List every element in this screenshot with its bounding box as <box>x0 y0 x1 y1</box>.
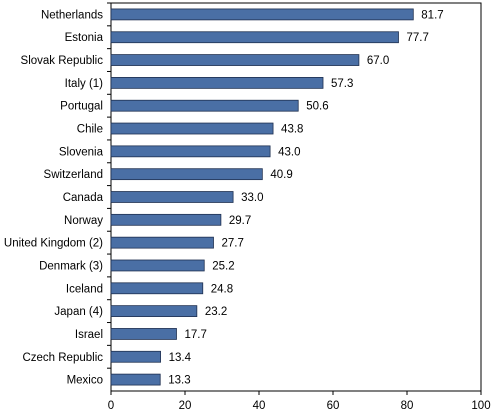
bar-value-label: 27.7 <box>221 238 243 250</box>
bar <box>110 8 414 21</box>
bar <box>110 213 222 226</box>
bar <box>110 145 271 158</box>
bar-value-label: 23.2 <box>205 306 227 318</box>
x-axis-tick-label: 0 <box>108 400 114 412</box>
category-label: Norway <box>64 215 103 227</box>
bar <box>110 259 205 272</box>
category-label: Canada <box>63 192 104 204</box>
bar <box>110 168 263 181</box>
category-label: Estonia <box>65 32 104 44</box>
bar <box>110 191 234 203</box>
bar <box>110 54 360 66</box>
bar-value-label: 17.7 <box>184 329 206 341</box>
category-label: Portugal <box>60 101 103 113</box>
bar-value-label: 50.6 <box>306 101 328 113</box>
bar <box>110 373 161 386</box>
x-axis-tick-label: 60 <box>327 400 340 412</box>
x-axis-tick-label: 80 <box>401 400 414 412</box>
bar-value-label: 57.3 <box>331 78 353 90</box>
bar-value-label: 67.0 <box>367 55 389 67</box>
category-label: Iceland <box>66 283 103 295</box>
category-label: Italy (1) <box>65 78 104 90</box>
bar <box>110 77 324 89</box>
category-label: Slovenia <box>59 146 104 158</box>
bar-value-label: 13.3 <box>168 375 190 387</box>
bar-value-label: 25.2 <box>212 260 234 272</box>
category-label: Czech Republic <box>22 352 103 364</box>
bar <box>110 122 274 135</box>
category-label: Chile <box>77 124 103 136</box>
bar-value-label: 24.8 <box>211 283 233 295</box>
category-labels-group: Netherlands Estonia Slovak Republic Italy (… <box>4 9 104 386</box>
bar-value-label: 43.0 <box>278 146 300 158</box>
bar-value-label: 77.7 <box>406 32 428 44</box>
bar <box>110 99 299 112</box>
bar <box>110 350 161 363</box>
bar <box>110 31 399 44</box>
bar-value-label: 29.7 <box>229 215 251 227</box>
category-label: Netherlands <box>41 9 103 21</box>
bar-value-label: 40.9 <box>270 169 292 181</box>
bar-value-label: 13.4 <box>169 352 192 364</box>
category-label: Israel <box>75 329 103 341</box>
bar-value-label: 33.0 <box>241 192 263 204</box>
value-labels-group: 81.7 77.7 67.0 57.350.643.8 43.0 40.9 33.0 29.7… <box>168 9 443 386</box>
category-label: United Kingdom (2) <box>4 238 103 250</box>
bar-value-label: 43.8 <box>281 124 303 136</box>
bar <box>110 236 214 249</box>
category-label: Switzerland <box>44 169 103 181</box>
category-label: Mexico <box>67 375 103 387</box>
bars-group <box>110 8 414 386</box>
bar <box>110 305 198 317</box>
category-label: Japan (4) <box>54 306 103 318</box>
category-label: Denmark (3) <box>39 260 103 272</box>
category-label: Slovak Republic <box>21 55 104 67</box>
bar <box>110 282 204 295</box>
x-axis-ticks-group: 0 20 40 60 80 100 <box>108 391 491 412</box>
bar <box>110 328 177 340</box>
x-axis-tick-label: 40 <box>253 400 266 412</box>
bar-value-label: 81.7 <box>421 9 443 21</box>
x-axis-tick-label: 100 <box>471 400 490 412</box>
x-axis-tick-label: 20 <box>179 400 192 412</box>
